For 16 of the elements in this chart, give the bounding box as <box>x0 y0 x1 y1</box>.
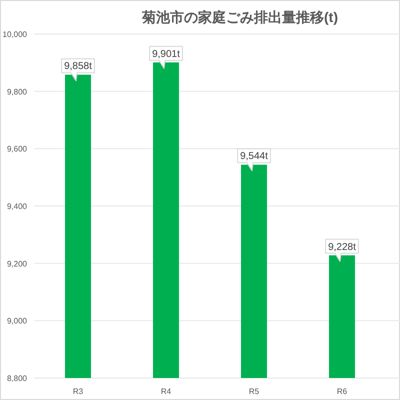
data-label: 9,858t <box>64 61 92 72</box>
data-label: 9,228t <box>328 242 356 253</box>
y-tick-label: 9,200 <box>6 259 28 268</box>
y-tick-label: 9,800 <box>6 87 28 96</box>
x-tick-label: R3 <box>72 387 84 396</box>
y-tick-label: 10,000 <box>2 30 28 39</box>
x-tick-label: R6 <box>336 387 348 396</box>
y-tick-label: 9,400 <box>6 202 28 211</box>
data-label: 9,901t <box>152 48 180 60</box>
y-tick-label: 9,000 <box>6 316 28 326</box>
y-tick-label: 9,600 <box>6 144 28 154</box>
chart-title: 菊池市の家庭ごみ排出量推移(t) <box>141 9 338 25</box>
y-tick-label: 8,800 <box>6 374 28 383</box>
data-label: 9,544t <box>240 151 268 162</box>
x-tick-label: R4 <box>160 387 172 396</box>
x-tick-label: R5 <box>248 387 260 396</box>
